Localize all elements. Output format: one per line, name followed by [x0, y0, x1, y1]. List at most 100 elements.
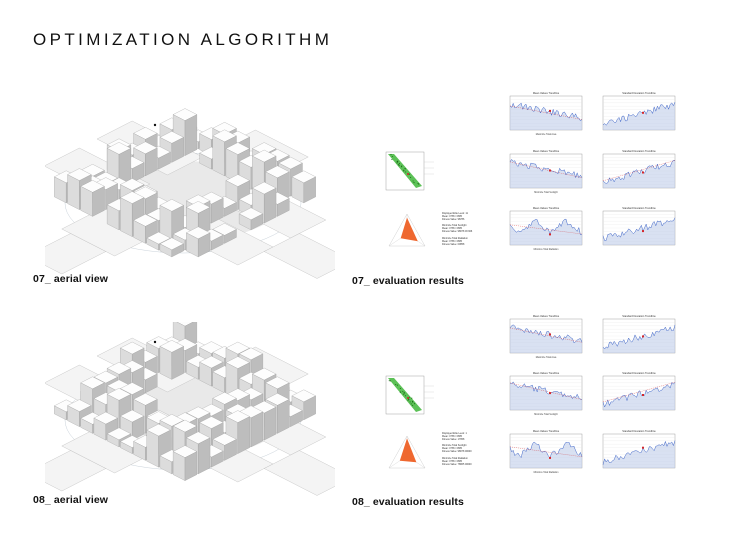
- x-axis-label: Maximize Total Area: [536, 133, 557, 136]
- trend-fit: [509, 224, 583, 235]
- building-face-right: [198, 232, 211, 258]
- trend-chart: Mean Values Trendline Minimize Total Sunl…: [509, 371, 583, 416]
- trend-chart: Standard Deviation Trendline: [602, 314, 676, 354]
- info-line: Mean: 0765 / 0685: [442, 447, 462, 451]
- scatter-point: [413, 182, 415, 184]
- scatter-point: [411, 400, 414, 402]
- trend-line: [509, 102, 583, 122]
- scatter-point: [402, 390, 404, 393]
- scatter-point: [399, 391, 401, 393]
- info-line: Minimize Total Sunlight: [442, 224, 467, 228]
- scatter-point: [404, 168, 406, 170]
- trend-area: [603, 440, 675, 468]
- marked-generation: [549, 233, 551, 236]
- building: [185, 431, 211, 475]
- info-line: Fitness Value: 78865 00000: [442, 462, 472, 466]
- building-face-right: [211, 450, 224, 468]
- scatter-point: [391, 155, 393, 158]
- marked-generation: [642, 335, 644, 338]
- trend-line: [509, 158, 583, 179]
- info-line: Mean: 0765 / 0685: [442, 239, 462, 243]
- chart-title: Standard Deviation Trendline: [622, 91, 656, 95]
- radar-value: [400, 217, 418, 242]
- trend-area: [510, 159, 582, 188]
- building-face-right: [92, 186, 105, 217]
- scatter-point: [403, 170, 405, 172]
- marked-generation: [642, 111, 644, 114]
- info-line: Mean: 0765 / 0685: [442, 459, 462, 463]
- building: [80, 180, 105, 217]
- building-face-right: [250, 213, 264, 231]
- chart-title: Standard Deviation Trendline: [622, 149, 656, 153]
- trend-chart: Standard Deviation Trendline: [602, 206, 676, 246]
- info-line: Mean: 0765 / 0685: [442, 215, 462, 219]
- scatter-region: [388, 378, 422, 412]
- trend-fit: [509, 105, 583, 120]
- building-face-right: [198, 437, 211, 475]
- building-face-right: [145, 147, 158, 177]
- eval-caption-08: 08_ evaluation results: [352, 496, 464, 508]
- scatter-point: [400, 166, 403, 168]
- scatter-point: [403, 392, 405, 394]
- marked-generation: [549, 456, 551, 459]
- building-face-right: [264, 406, 277, 441]
- trend-chart: Mean Values Trendline Maximize Total Area: [509, 91, 583, 136]
- scatter-point: [404, 395, 407, 397]
- building-face-left: [120, 197, 133, 237]
- info-line: Minimize Total Sunlight: [442, 444, 467, 448]
- radar-value: [399, 438, 417, 463]
- trend-line: [509, 381, 583, 400]
- fitness-info-07: Displayed Elite Level: 11 Mean: 0765 / 06…: [442, 212, 492, 249]
- trend-area: [603, 160, 675, 188]
- building-face-left: [67, 174, 80, 210]
- radar-chart-07: [388, 213, 426, 247]
- marked-generation: [642, 171, 644, 174]
- info-line: Fitness Value: 17958: [442, 438, 465, 442]
- building-face-right: [250, 411, 264, 448]
- scatter-point: [407, 399, 409, 401]
- building: [119, 409, 145, 441]
- building: [133, 214, 158, 244]
- scatter-point: [396, 384, 398, 386]
- radar-outline: [388, 213, 426, 247]
- trend-line: [602, 324, 676, 350]
- scatter-region: [388, 154, 422, 188]
- selected-point: [407, 173, 409, 175]
- scatter-point: [412, 180, 414, 182]
- scatter-point: [410, 403, 412, 405]
- building: [159, 237, 185, 258]
- aerial-view-07: [45, 108, 335, 279]
- trend-chart: Mean Values Trendline Maximize Total Area: [509, 314, 583, 359]
- building-face-right: [224, 439, 237, 461]
- trend-area: [603, 102, 675, 130]
- info-line: Minimize Total Radiation: [442, 456, 468, 460]
- building-face-right: [237, 416, 250, 454]
- trend-area: [510, 381, 582, 410]
- x-axis-label: Maximize Total Area: [536, 356, 557, 359]
- building-face-left: [146, 429, 159, 468]
- chart-title: Mean Values Trendline: [533, 91, 560, 95]
- trend-area: [510, 103, 582, 130]
- scatter-point: [396, 161, 399, 163]
- marked-generation: [549, 169, 551, 172]
- scatter-point: [412, 404, 414, 406]
- chart-title: Mean Values Trendline: [533, 429, 560, 433]
- trend-area: [510, 324, 582, 353]
- sun-marker: [153, 340, 157, 344]
- sun-marker: [153, 123, 157, 127]
- building: [291, 170, 317, 204]
- building-face-right: [303, 395, 316, 421]
- info-line: Minimize Total Radiation: [442, 236, 468, 240]
- building-face-right: [303, 176, 316, 204]
- x-axis-label: Minimize Total Radiation: [534, 471, 560, 474]
- marked-generation: [549, 392, 551, 395]
- chart-title: Standard Deviation Trendline: [622, 206, 656, 210]
- radar-outline: [388, 435, 426, 469]
- info-line: Mean: 0765 / 0685: [442, 435, 462, 439]
- ground-plate: [45, 233, 107, 275]
- chart-title: Standard Deviation Trendline: [622, 314, 656, 318]
- marked-generation: [549, 333, 551, 336]
- scatter-point: [418, 183, 420, 185]
- scatter-point: [399, 387, 401, 390]
- building-face-right: [290, 410, 303, 427]
